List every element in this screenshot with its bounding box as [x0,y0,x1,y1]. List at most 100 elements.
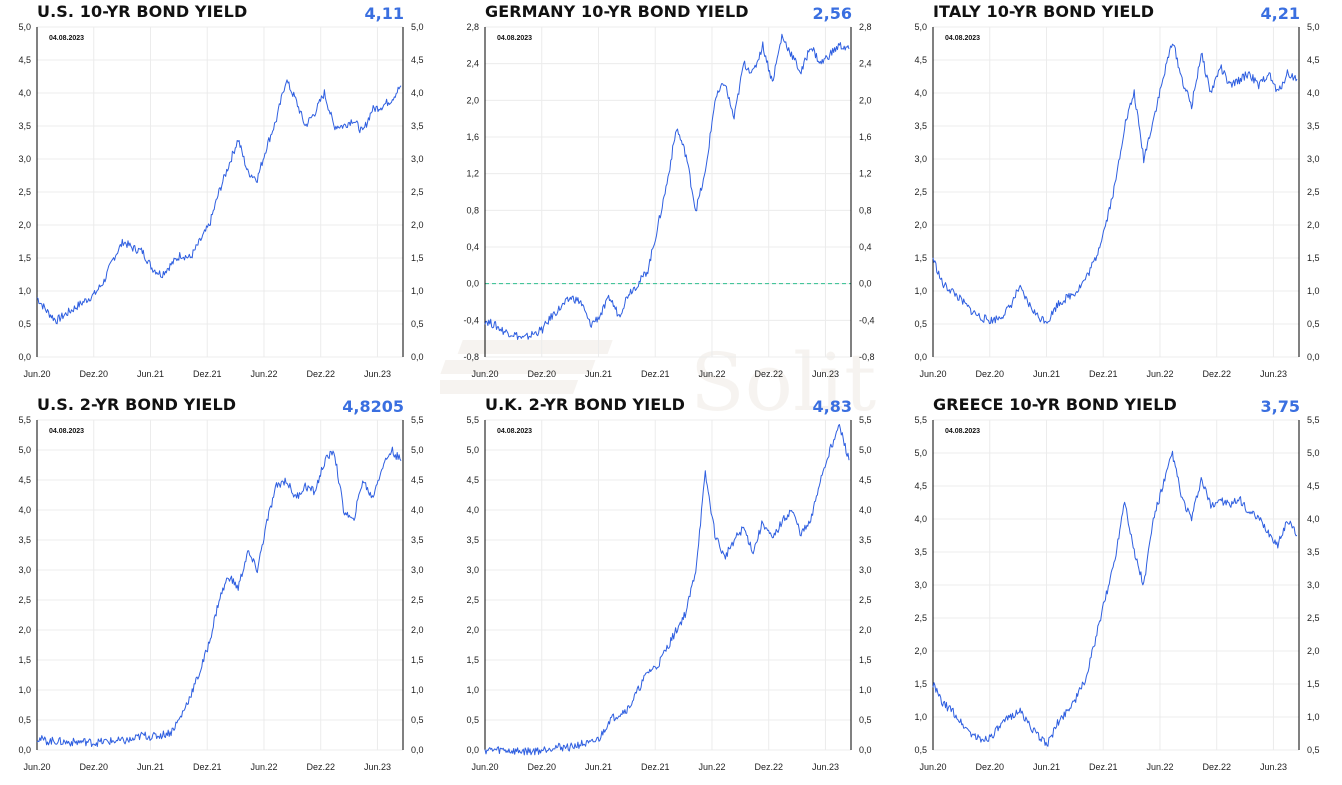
y-tick-label-left: 2,8 [466,22,479,32]
y-tick-label-right: 2,0 [1307,220,1320,230]
y-tick-label-left: 5,5 [18,415,31,425]
y-tick-label-left: 0,5 [914,319,927,329]
series-line [932,450,1298,747]
y-tick-label-right: 0,0 [411,745,424,755]
chart-title: ITALY 10-YR BOND YIELD [933,2,1155,21]
y-tick-label-left: 1,5 [18,655,31,665]
x-tick-label: Jun.22 [698,762,725,772]
x-tick-label: Jun.22 [250,762,277,772]
chart-panel-germany-10yr: -0,8 -0,8 -0,4 -0,4 0,0 0,0 0,4 0,4 0,8 0,8 1,2 1,2… [448,0,895,392]
y-tick-label-left: 2,0 [18,625,31,635]
y-tick-label-right: 0,0 [411,352,424,362]
y-tick-label-right: 2,5 [411,187,424,197]
y-tick-label-right: 4,5 [1307,55,1320,65]
last-value: 2,56 [812,4,852,23]
x-tick-label: Dez.20 [79,369,108,379]
y-tick-label-left: 4,0 [914,514,927,524]
y-tick-label-right: 2,4 [859,59,872,69]
y-tick-label-left: 3,0 [914,580,927,590]
series-line [36,79,402,325]
y-tick-label-right: 1,5 [411,655,424,665]
y-tick-label-left: 5,0 [914,448,927,458]
chart-title: U.S. 10-YR BOND YIELD [37,2,248,21]
y-tick-label-right: 1,5 [1307,679,1320,689]
y-tick-label-left: 2,5 [18,595,31,605]
series-line [36,446,402,747]
y-tick-label-right: 1,5 [411,253,424,263]
y-tick-label-left: 3,0 [466,565,479,575]
chart-title: U.K. 2-YR BOND YIELD [485,395,685,414]
y-tick-label-right: 3,0 [859,565,872,575]
y-tick-label-right: 2,0 [411,220,424,230]
y-tick-label-left: 2,5 [914,187,927,197]
chart-svg: 0,5 0,5 1,0 1,0 1,5 1,5 2,0 2,0 2,5 2,5 3,0 3,0 3,5 3… [914,415,1320,772]
watermark-logo: Solit [440,336,876,429]
y-tick-label-left: 0,5 [466,715,479,725]
y-tick-label-left: 4,5 [914,55,927,65]
y-tick-label-right: 2,0 [859,625,872,635]
x-tick-label: Jun.23 [364,762,391,772]
y-tick-label-left: 0,5 [914,745,927,755]
y-tick-label-right: 4,5 [1307,481,1320,491]
y-tick-label-right: 4,5 [859,475,872,485]
y-tick-label-right: 4,0 [1307,88,1320,98]
y-tick-label-right: 5,0 [411,22,424,32]
y-tick-label-left: 5,0 [466,445,479,455]
x-tick-label: Jun.20 [471,762,498,772]
x-tick-label: Dez.20 [527,369,556,379]
chart-svg: 0,0 0,0 0,5 0,5 1,0 1,0 1,5 1,5 2,0 2,0 2,5 2,5 3,0 3… [18,22,424,379]
y-tick-label-left: 1,0 [914,712,927,722]
date-label: 04.08.2023 [49,428,84,435]
y-tick-label-left: 0,0 [914,352,927,362]
y-tick-label-right: 1,0 [1307,712,1320,722]
date-label: 04.08.2023 [497,35,532,42]
y-tick-label-left: 4,0 [18,505,31,515]
y-tick-label-left: 0,5 [18,319,31,329]
y-tick-label-right: 5,0 [1307,448,1320,458]
chart-panel-italy-10yr: 0,0 0,0 0,5 0,5 1,0 1,0 1,5 1,5 2,0 2,0 2,5 2,5 3,0 3… [896,0,1342,392]
x-tick-label: Dez.21 [641,369,670,379]
y-tick-label-right: 3,5 [411,121,424,131]
y-tick-label-right: 1,0 [411,685,424,695]
y-tick-label-right: 4,5 [411,55,424,65]
x-tick-label: Dez.20 [79,762,108,772]
y-tick-label-left: 2,0 [18,220,31,230]
y-tick-label-left: 1,0 [18,286,31,296]
y-tick-label-right: 0,5 [1307,319,1320,329]
x-tick-label: Jun.23 [1260,369,1287,379]
y-tick-label-left: 0,0 [466,279,479,289]
x-tick-label: Jun.21 [1033,369,1060,379]
y-tick-label-left: 3,5 [914,547,927,557]
y-tick-label-left: 1,5 [914,679,927,689]
y-tick-label-left: 0,0 [18,745,31,755]
y-tick-label-left: 2,5 [914,613,927,623]
y-tick-label-left: 2,0 [914,220,927,230]
y-tick-label-left: 1,0 [914,286,927,296]
chart-svg: 0,0 0,0 0,5 0,5 1,0 1,0 1,5 1,5 2,0 2,0 2,5 2,5 3,0 3… [18,415,424,772]
y-tick-label-left: 3,5 [18,535,31,545]
x-tick-label: Dez.22 [306,762,335,772]
y-tick-label-left: -0,4 [463,315,479,325]
y-tick-label-right: 0,0 [1307,352,1320,362]
y-tick-label-right: 2,5 [1307,613,1320,623]
y-tick-label-right: 1,6 [859,132,872,142]
chart-title: GERMANY 10-YR BOND YIELD [485,2,749,21]
y-tick-label-left: 1,2 [466,169,479,179]
chart-panel-us-2yr: 0,0 0,0 0,5 0,5 1,0 1,0 1,5 1,5 2,0 2,0 2,5 2,5 3,0 3… [0,393,447,785]
x-tick-label: Jun.22 [250,369,277,379]
y-tick-label-right: 2,0 [411,625,424,635]
y-tick-label-right: 5,5 [859,415,872,425]
y-tick-label-right: 3,0 [1307,580,1320,590]
y-tick-label-right: 5,5 [1307,415,1320,425]
y-tick-label-right: -0,4 [859,315,875,325]
chart-svg: 0,0 0,0 0,5 0,5 1,0 1,0 1,5 1,5 2,0 2,0 2,5 2,5 3,0 3… [466,415,872,772]
y-tick-label-right: 4,5 [411,475,424,485]
y-tick-label-left: 0,8 [466,205,479,215]
last-value: 4,21 [1260,4,1300,23]
x-tick-label: Jun.23 [1260,762,1287,772]
series-line [484,33,850,340]
x-tick-label: Dez.21 [641,762,670,772]
x-tick-label: Dez.20 [975,369,1004,379]
last-value: 4,11 [364,4,404,23]
y-tick-label-left: 4,0 [914,88,927,98]
